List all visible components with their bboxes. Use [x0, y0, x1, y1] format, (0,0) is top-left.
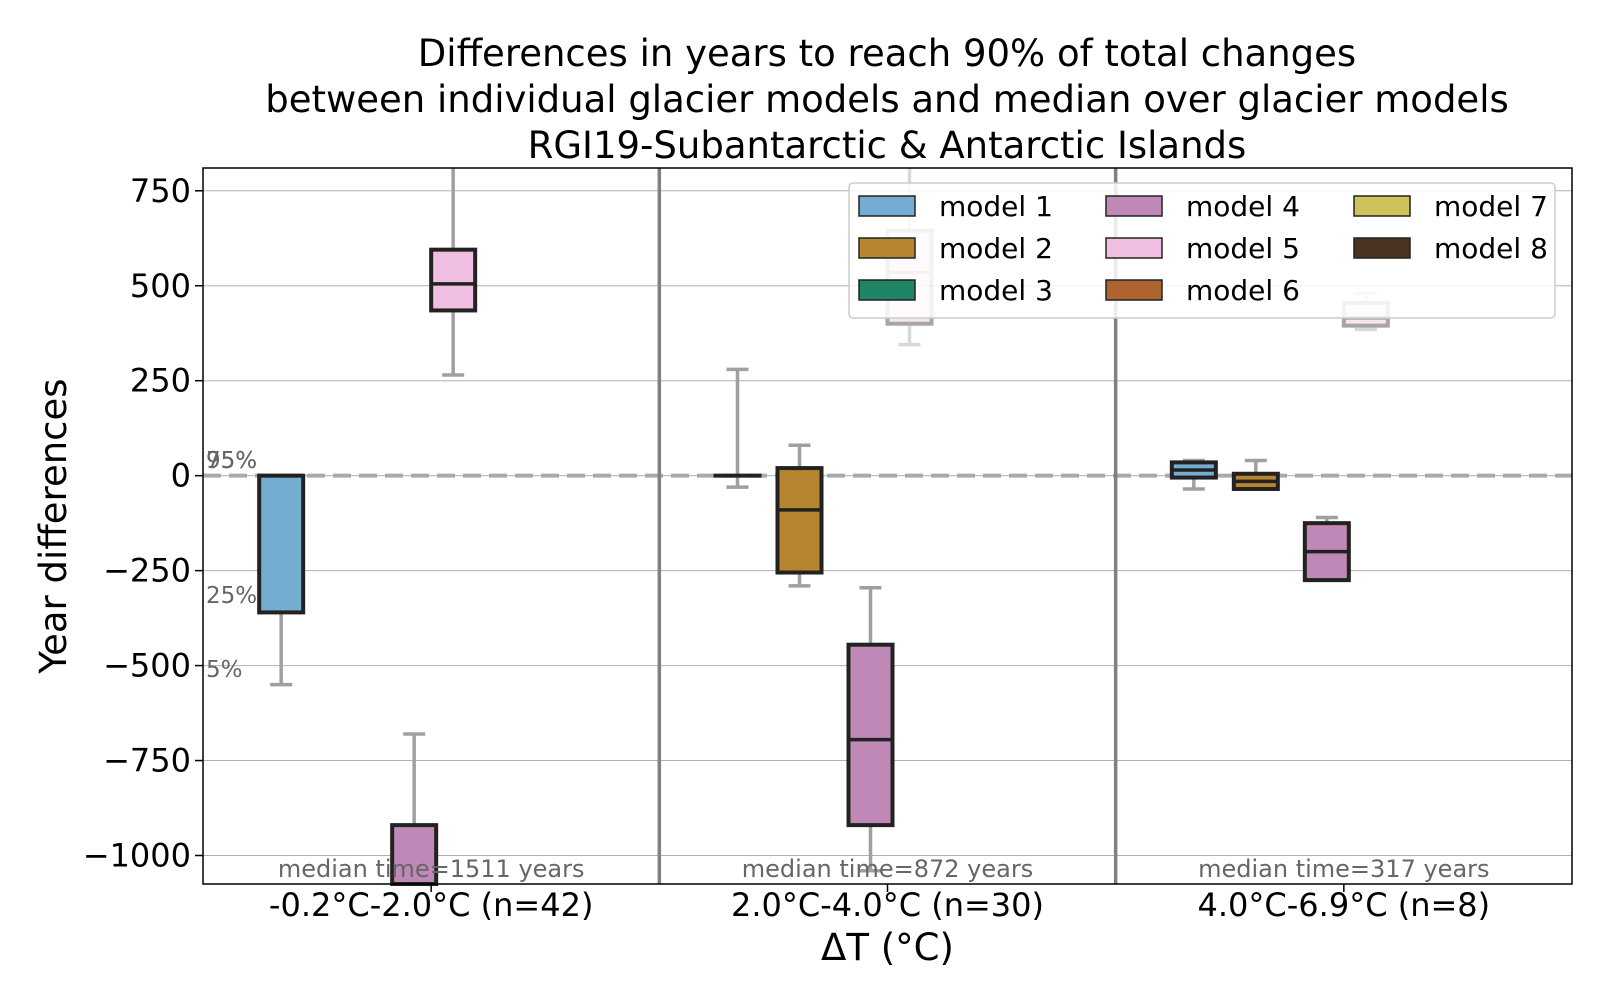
legend-label: model 5 [1186, 232, 1300, 265]
x-tick-label: 4.0°C-6.9°C (n=8) [1198, 886, 1491, 924]
median-time-annotation: median time=317 years [1198, 855, 1489, 883]
median-time-annotations: median time=1511 years median time=872 ye… [278, 855, 1490, 883]
legend-entry-model-4: model 4 [1105, 190, 1300, 223]
box-iqr [429, 247, 478, 313]
legend-entry-model-6: model 6 [1105, 274, 1300, 307]
chart-title-line: RGI19-Subantarctic & Antarctic Islands [528, 124, 1247, 167]
legend-entry-model-1: model 1 [858, 190, 1053, 223]
chart-title-line: Differences in years to reach 90% of tot… [418, 32, 1356, 75]
chart-title: Differences in years to reach 90% of tot… [265, 32, 1509, 167]
legend-entry-model-3: model 3 [858, 274, 1053, 307]
legend-entry-model-8: model 8 [1353, 232, 1548, 265]
legend-swatch [1353, 237, 1411, 259]
percentile-labels: 95%75% 25% 5% [206, 448, 257, 683]
legend-swatch [1105, 237, 1163, 259]
box-model-1 [1169, 458, 1218, 491]
y-tick-label: 250 [130, 362, 191, 400]
y-tick-label: −750 [103, 742, 191, 780]
median-time-annotation: median time=872 years [742, 855, 1033, 883]
y-tick-label: −250 [103, 552, 191, 590]
x-tick-label: -0.2°C-2.0°C (n=42) [269, 886, 594, 924]
box-iqr [846, 642, 895, 828]
y-tick-label: 500 [130, 267, 191, 305]
percentile-label: 5% [206, 657, 243, 683]
box-iqr [257, 473, 306, 615]
y-axis-label: Year differences [32, 378, 75, 674]
legend-swatch [1353, 195, 1411, 217]
legend-label: model 4 [1186, 190, 1300, 223]
legend-swatch [858, 279, 916, 301]
y-tick-label: 0 [171, 457, 191, 495]
legend-swatch [858, 195, 916, 217]
x-tick-labels: -0.2°C-2.0°C (n=42) 2.0°C-4.0°C (n=30) 4.0… [269, 884, 1490, 924]
legend-entry-model-7: model 7 [1353, 190, 1548, 223]
legend-label: model 3 [939, 274, 1053, 307]
x-axis-label: ΔT (°C) [821, 926, 954, 969]
legend-entry-model-2: model 2 [858, 232, 1053, 265]
legend-swatch [1105, 195, 1163, 217]
box-model-4 [1302, 515, 1351, 583]
box-model-5 [429, 168, 478, 377]
box-model-2 [1231, 458, 1280, 491]
percentile-label: 25% [206, 583, 257, 609]
box-model-4 [846, 585, 895, 873]
y-tick-label: 750 [130, 172, 191, 210]
y-tick-label: −1000 [83, 837, 191, 875]
legend-swatch [858, 237, 916, 259]
legend-swatch [1105, 279, 1163, 301]
box-model-1 [713, 367, 762, 489]
percentile-label: 95% [206, 448, 257, 474]
box-iqr [775, 466, 824, 575]
median-time-annotation: median time=1511 years [278, 855, 585, 883]
legend-label: model 1 [939, 190, 1053, 223]
box-model-2 [775, 443, 824, 588]
chart-title-line: between individual glacier models and me… [265, 78, 1509, 121]
legend-label: model 2 [939, 232, 1053, 265]
legend-label: model 8 [1434, 232, 1548, 265]
percentile-label: 75% [206, 448, 257, 474]
legend-label: model 7 [1434, 190, 1548, 223]
y-tick-labels: 750 500 250 0 −250 −500 −750 −1000 [83, 172, 203, 875]
legend-label: model 6 [1186, 274, 1300, 307]
x-tick-label: 2.0°C-4.0°C (n=30) [731, 886, 1044, 924]
box-model-1 [257, 473, 306, 687]
legend-entry-model-5: model 5 [1105, 232, 1300, 265]
y-tick-label: −500 [103, 647, 191, 685]
legend: model 1 model 2 model 3 model 4 model 5 model… [848, 182, 1556, 319]
